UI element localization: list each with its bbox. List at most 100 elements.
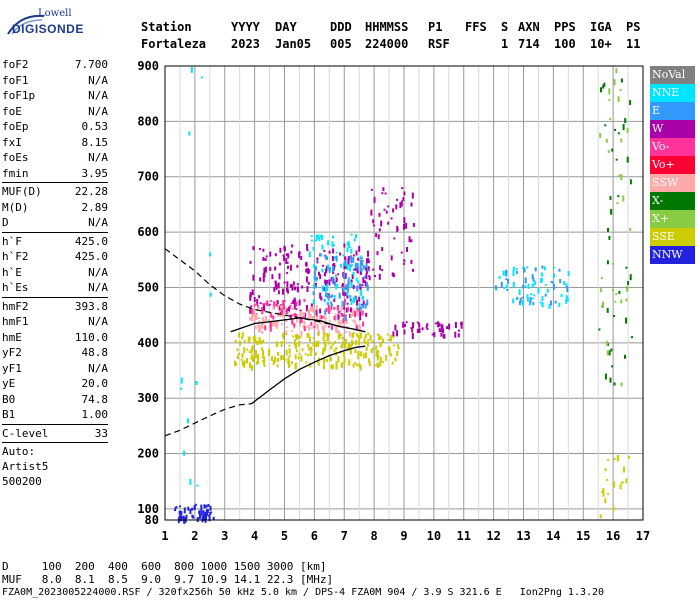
echo-point	[256, 361, 258, 365]
echo-point	[326, 279, 329, 284]
echo-point	[295, 308, 298, 311]
echo-point	[405, 321, 408, 324]
echo-point	[544, 293, 547, 297]
echo-point	[311, 316, 314, 319]
echo-point	[362, 321, 365, 327]
echo-point	[338, 310, 341, 314]
echo-point	[608, 88, 611, 95]
echo-point	[404, 323, 406, 327]
header-label-day: DAY	[275, 20, 297, 34]
echo-point	[332, 267, 334, 273]
echo-point	[527, 283, 530, 289]
echo-point	[318, 363, 321, 366]
echo-point	[533, 294, 536, 297]
echo-point	[352, 308, 355, 313]
echo-point	[180, 511, 183, 515]
echo-point	[274, 321, 276, 327]
echo-point	[276, 301, 279, 306]
x-tick-label: 14	[546, 529, 560, 543]
echo-point	[403, 217, 406, 224]
y-tick-label: 400	[137, 336, 159, 350]
echo-point	[185, 514, 188, 519]
echo-point	[620, 481, 623, 484]
echo-point	[282, 254, 285, 257]
echo-point	[288, 344, 291, 347]
echo-point	[400, 200, 403, 207]
echo-point	[200, 76, 203, 79]
header-value-hhmmss: 224000	[365, 37, 409, 51]
echo-point	[277, 358, 279, 362]
echo-point	[249, 293, 252, 297]
echo-point	[512, 270, 515, 277]
echo-point	[347, 283, 350, 290]
echo-point	[275, 304, 278, 307]
header-value-pps: 100	[554, 37, 576, 51]
echo-point	[607, 227, 609, 232]
echo-point	[314, 277, 317, 281]
echo-point	[335, 328, 338, 334]
param-row: h`F 425.0	[2, 234, 108, 250]
echo-point	[252, 310, 255, 313]
footer-distance-line: D 100 200 400 600 800 1000 1500 3000 [km…	[2, 560, 327, 573]
echo-point	[345, 326, 348, 329]
echo-point	[376, 362, 379, 368]
echo-point	[387, 205, 390, 208]
echo-point	[326, 359, 329, 363]
echo-point	[355, 333, 358, 337]
echo-point	[287, 265, 289, 269]
echo-point	[289, 264, 292, 271]
x-tick-label: 7	[341, 529, 348, 543]
echo-point	[373, 196, 376, 203]
echo-point	[299, 309, 302, 312]
param-name: foE	[2, 104, 22, 118]
echo-point	[196, 484, 199, 487]
echo-point	[305, 268, 308, 273]
echo-point	[299, 318, 302, 324]
echo-point	[323, 332, 326, 337]
echo-point	[393, 237, 396, 240]
header-value-ps: 11	[626, 37, 641, 51]
echo-point	[292, 335, 295, 338]
echo-point	[609, 195, 612, 200]
echo-point	[366, 282, 368, 286]
echo-point	[375, 345, 378, 351]
echo-point	[359, 326, 362, 332]
echo-point	[325, 307, 328, 312]
echo-point	[620, 138, 623, 143]
echo-point	[251, 289, 254, 293]
echo-point	[258, 295, 261, 299]
param-row: foEs N/A	[2, 150, 108, 166]
header-label-pps: PPS	[554, 20, 576, 34]
echo-point	[367, 339, 370, 342]
echo-point	[498, 276, 501, 279]
echo-point	[253, 355, 256, 359]
echo-point	[551, 281, 554, 284]
echo-point	[607, 459, 610, 461]
echo-point	[623, 466, 625, 473]
echo-point	[362, 265, 365, 269]
echo-point	[286, 261, 289, 264]
header-value-ddd: 005	[330, 37, 352, 51]
echo-point	[271, 356, 274, 359]
echo-point	[358, 305, 361, 312]
echo-point	[255, 352, 258, 358]
echo-point	[324, 286, 327, 293]
echo-point	[273, 286, 276, 292]
echo-point	[552, 266, 555, 269]
echo-point	[202, 515, 205, 521]
echo-point	[494, 285, 497, 290]
echo-point	[386, 333, 389, 336]
echo-point	[500, 281, 503, 288]
legend-item-nnw: NNW	[650, 246, 695, 264]
echo-point	[374, 275, 376, 277]
echo-point	[348, 359, 351, 365]
echo-point	[393, 344, 396, 347]
echo-point	[343, 327, 346, 330]
echo-point	[317, 332, 320, 336]
echo-point	[440, 332, 443, 337]
echo-point	[282, 311, 284, 318]
logo-top-text: Lowell	[38, 8, 72, 19]
echo-point	[611, 365, 614, 368]
param-name: foEp	[2, 120, 29, 133]
echo-point	[539, 301, 542, 304]
